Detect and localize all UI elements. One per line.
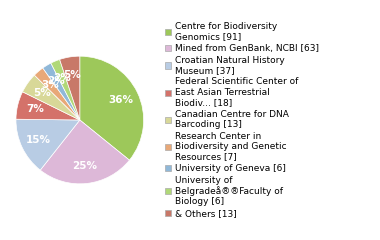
Wedge shape: [16, 92, 80, 120]
Text: 5%: 5%: [33, 88, 51, 98]
Text: 2%: 2%: [53, 72, 71, 83]
Text: 3%: 3%: [41, 80, 59, 90]
Wedge shape: [80, 56, 144, 160]
Text: 36%: 36%: [109, 95, 134, 105]
Wedge shape: [40, 120, 130, 184]
Text: 15%: 15%: [26, 135, 51, 145]
Text: 5%: 5%: [63, 70, 81, 80]
Text: 7%: 7%: [26, 104, 44, 114]
Wedge shape: [16, 119, 80, 170]
Wedge shape: [43, 63, 80, 120]
Text: 25%: 25%: [73, 161, 97, 171]
Wedge shape: [34, 68, 80, 120]
Legend: Centre for Biodiversity
Genomics [91], Mined from GenBank, NCBI [63], Croatian N: Centre for Biodiversity Genomics [91], M…: [164, 21, 320, 219]
Text: 2%: 2%: [47, 76, 65, 86]
Wedge shape: [60, 56, 80, 120]
Wedge shape: [51, 60, 80, 120]
Wedge shape: [22, 75, 80, 120]
